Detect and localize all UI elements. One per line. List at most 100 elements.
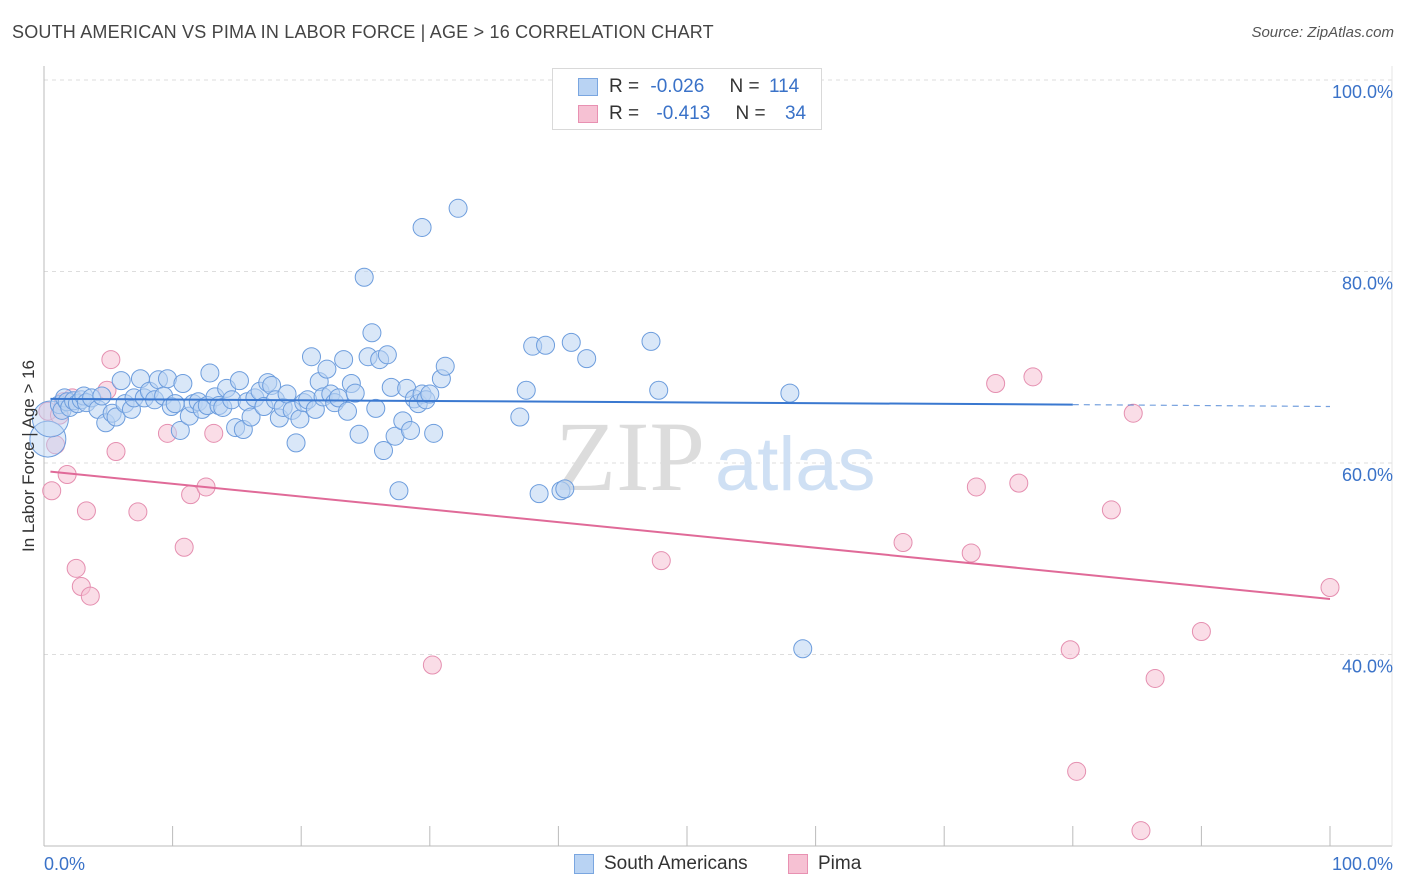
pima-point — [1320, 577, 1340, 597]
y-tick-labels: 40.0% 60.0% 80.0% 100.0% — [1332, 82, 1393, 677]
pima-point — [961, 543, 981, 563]
pima-point — [101, 350, 121, 370]
trend-line-pima — [50, 470, 1331, 600]
chart-title: SOUTH AMERICAN VS PIMA IN LABOR FORCE | … — [12, 22, 714, 42]
south-americans-point — [229, 371, 249, 391]
series-south-americans-points — [29, 198, 813, 659]
pima-point — [1131, 821, 1151, 841]
axes — [43, 66, 1393, 847]
pima-point — [966, 477, 986, 497]
pima-point — [204, 423, 224, 443]
watermark-atlas: atlas — [715, 422, 876, 507]
south-americans-point — [92, 386, 112, 406]
south-americans-point — [241, 407, 261, 427]
pima-point — [1123, 403, 1143, 423]
south-americans-point — [106, 407, 126, 427]
south-americans-point — [165, 394, 185, 414]
pima-point — [76, 501, 96, 521]
legend-n-label: N = — [729, 76, 760, 97]
south-americans-point — [366, 398, 386, 418]
y-tick-label: 100.0% — [1332, 82, 1393, 102]
pima-point — [80, 586, 100, 606]
legend-n-value: 34 — [784, 103, 807, 124]
south-americans-point — [354, 267, 374, 287]
pima-point — [1009, 473, 1029, 493]
south-americans-point — [334, 350, 354, 370]
source-label: Source: ZipAtlas.com — [1251, 24, 1394, 41]
south-americans-point — [448, 198, 468, 218]
y-tick-label: 40.0% — [1342, 657, 1393, 677]
south-americans-point — [345, 383, 365, 403]
south-americans-point — [424, 423, 444, 443]
trend-line-south-americans-extension — [1072, 403, 1331, 408]
stats-legend: R = -0.026 N = 114 R = -0.413 N = 34 — [552, 68, 822, 130]
south-americans-point — [170, 420, 190, 440]
legend-n-label: N = — [735, 103, 766, 124]
south-americans-point — [173, 374, 193, 394]
x-tick-labels: 0.0% 100.0% — [44, 854, 1393, 874]
legend-r-value: -0.026 — [650, 76, 705, 97]
south-americans-point — [420, 384, 440, 404]
legend-r-label: R = — [609, 76, 640, 97]
south-americans-point — [374, 441, 394, 461]
pima-point — [106, 442, 126, 462]
pima-point — [986, 374, 1006, 394]
legend-label: South Americans — [604, 853, 748, 874]
legend-r-label: R = — [609, 103, 640, 124]
trend-line-south-americans — [50, 397, 1073, 406]
south-americans-point — [200, 363, 220, 383]
south-americans-point — [337, 401, 357, 421]
south-americans-point — [780, 383, 800, 403]
legend-item-south-americans: South Americans — [574, 850, 748, 878]
south-americans-point — [349, 424, 369, 444]
pima-point — [128, 502, 148, 522]
south-americans-point — [29, 420, 67, 458]
legend-n-value: 114 — [768, 76, 800, 97]
series-legend: South Americans Pima — [0, 850, 1406, 878]
south-americans-point — [649, 380, 669, 400]
x-tick-label: 0.0% — [44, 854, 85, 874]
south-americans-point — [510, 407, 530, 427]
south-americans-point — [577, 349, 597, 369]
south-americans-point — [561, 332, 581, 352]
south-americans-point — [290, 409, 310, 429]
south-americans-point — [362, 323, 382, 343]
south-americans-point — [412, 217, 432, 237]
pima-point — [66, 558, 86, 578]
legend-swatch-blue — [578, 78, 598, 96]
y-axis-label: In Labor Force | Age > 16 — [19, 360, 38, 552]
pima-point — [42, 481, 62, 501]
trend-lines — [50, 397, 1331, 600]
x-tick-label: 100.0% — [1332, 854, 1393, 874]
legend-label: Pima — [818, 853, 862, 874]
legend-swatch-pink — [578, 105, 598, 123]
grid — [44, 79, 1392, 655]
south-americans-point — [793, 639, 813, 659]
south-americans-point — [111, 371, 131, 391]
watermark-zip: ZIP — [555, 401, 705, 512]
pima-point — [1191, 622, 1211, 642]
pima-point — [422, 655, 442, 675]
south-americans-point — [389, 481, 409, 501]
legend-swatch-pink — [788, 854, 808, 874]
south-americans-point — [516, 380, 536, 400]
south-americans-point — [555, 479, 575, 499]
south-americans-point — [641, 331, 661, 351]
south-americans-point — [529, 484, 549, 504]
south-americans-point — [286, 433, 306, 453]
y-tick-label: 80.0% — [1342, 274, 1393, 294]
legend-swatch-blue — [574, 854, 594, 874]
pima-point — [1060, 640, 1080, 660]
south-americans-point — [317, 359, 337, 379]
pima-point — [1067, 761, 1087, 781]
pima-point — [1101, 500, 1121, 520]
south-americans-point — [377, 345, 397, 365]
south-americans-point — [435, 356, 455, 376]
series-pima-points — [38, 350, 1340, 841]
y-tick-label: 60.0% — [1342, 465, 1393, 485]
pima-point — [1145, 668, 1165, 688]
south-americans-point — [536, 335, 556, 355]
legend-r-value: -0.413 — [656, 103, 711, 124]
pima-point — [893, 532, 913, 552]
